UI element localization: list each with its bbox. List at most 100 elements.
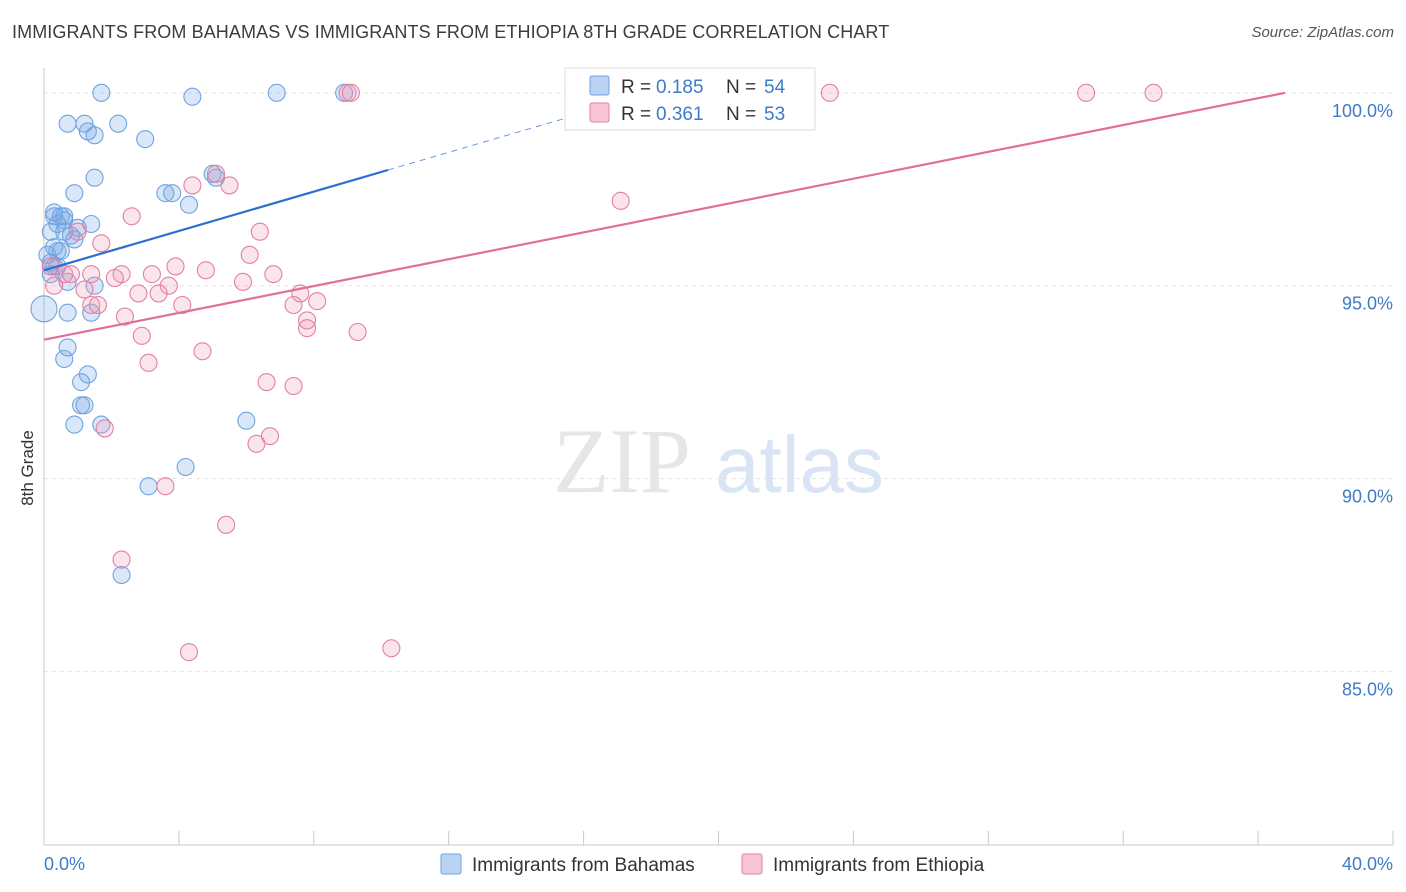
point-ethiopia-43 [247,434,266,453]
point-ethiopia-47 [179,643,199,662]
axes [43,68,1394,846]
legend-r-value-bahamas: 0.185 [656,77,704,98]
point-bahamas-0 [92,83,111,102]
point-bahamas-8 [85,126,104,145]
point-ethiopia-29 [88,295,108,315]
point-ethiopia-6 [183,176,202,195]
point-ethiopia-42 [260,427,280,446]
point-ethiopia-2 [1077,83,1096,102]
point-ethiopia-22 [159,276,178,295]
point-bahamas-31 [82,303,101,322]
point-ethiopia-28 [82,295,101,315]
point-bahamas-52 [45,203,64,222]
point-ethiopia-10 [68,222,87,241]
point-bahamas-40 [237,411,256,430]
point-bahamas-14 [65,184,84,203]
point-ethiopia-15 [142,265,161,284]
point-ethiopia-11 [92,234,111,253]
point-ethiopia-32 [115,307,134,326]
point-ethiopia-34 [298,319,317,338]
point-bahamas-48 [163,184,182,203]
point-ethiopia-3 [1144,83,1163,102]
point-ethiopia-33 [298,311,317,330]
legend-swatch-ethiopia [589,102,610,123]
point-ethiopia-40 [284,376,303,396]
point-ethiopia-52 [341,83,360,102]
chart-title: IMMIGRANTS FROM BAHAMAS VS IMMIGRANTS FR… [12,22,890,42]
point-ethiopia-30 [173,295,192,315]
point-ethiopia-38 [139,353,158,372]
point-ethiopia-5 [220,176,239,195]
point-ethiopia-12 [240,245,259,264]
point-bahamas-11 [156,184,175,203]
legend-n-label-bahamas: N = [726,77,756,98]
point-bahamas-7 [109,114,128,133]
bottom-legend-label-ethiopia: Immigrants from Ethiopia [773,855,985,876]
point-bahamas-2 [267,83,286,102]
point-ethiopia-35 [348,322,367,342]
legend-box: R = 0.185 N = 54 R = 0.361 N = 53 [564,67,816,131]
point-bahamas-1 [183,87,202,106]
y-tick-label-3: 85.0% [1342,679,1393,699]
watermark: ZIP atlas [553,410,884,512]
point-ethiopia-16 [264,265,283,284]
legend-n-label-ethiopia: N = [726,104,756,125]
point-ethiopia-7 [611,191,630,210]
point-ethiopia-1 [820,83,839,102]
legend-n-value-ethiopia: 53 [764,104,785,125]
y-tick-label-0: 100.0% [1332,101,1393,121]
point-bahamas-42 [139,477,158,496]
point-ethiopia-13 [166,257,185,276]
point-ethiopia-41 [95,419,114,438]
point-bahamas-53 [48,214,67,234]
gridlines [44,92,1393,672]
point-ethiopia-51 [105,268,124,288]
point-ethiopia-14 [196,261,215,280]
point-ethiopia-18 [55,265,74,284]
point-ethiopia-36 [132,326,151,345]
point-bahamas-35 [72,373,91,392]
point-bahamas-4 [58,114,77,133]
legend-r-label-bahamas: R = [621,77,651,98]
point-bahamas-19 [41,222,60,241]
point-ethiopia-9 [250,222,269,241]
trend-line-ethiopia [43,91,1286,341]
point-ethiopia-25 [129,284,148,303]
point-ethiopia-21 [233,272,253,291]
bottom-legend: Immigrants from Bahamas Immigrants from … [440,853,985,876]
point-bahamas-10 [85,168,104,187]
point-ethiopia-37 [193,342,212,361]
point-bahamas-41 [176,457,195,477]
point-ethiopia-19 [82,265,101,284]
point-bahamas-18 [82,214,101,234]
point-bahamas-51 [68,218,87,237]
trend-line-bahamas [43,168,389,272]
point-bahamas-37 [75,396,94,415]
watermark-zip: ZIP [553,410,691,512]
point-ethiopia-45 [217,515,236,534]
bottom-legend-label-bahamas: Immigrants from Bahamas [472,855,695,876]
source-label: Source: ZipAtlas.com [1251,24,1394,41]
legend-r-value-ethiopia: 0.361 [656,104,704,125]
point-bahamas-34 [78,365,97,384]
point-ethiopia-44 [156,477,175,496]
point-ethiopia-26 [149,284,168,303]
point-ethiopia-50 [61,265,81,284]
x-tick-label-left: 0.0% [44,854,85,874]
point-bahamas-28 [85,276,104,295]
bottom-legend-swatch-ethiopia [741,853,763,875]
point-bahamas-9 [136,130,155,149]
point-ethiopia-48 [382,639,401,658]
point-ethiopia-39 [257,373,276,392]
point-ethiopia-49 [45,276,64,295]
legend-r-label-ethiopia: R = [621,104,651,125]
bottom-legend-swatch-bahamas [440,853,462,875]
point-bahamas-12 [179,195,199,214]
point-bahamas-32 [58,338,77,357]
point-ethiopia-4 [206,164,226,183]
point-bahamas-38 [65,415,84,434]
x-tick-label-right: 40.0% [1342,854,1393,874]
point-bahamas-33 [55,349,74,369]
legend-swatch-bahamas [589,75,610,96]
